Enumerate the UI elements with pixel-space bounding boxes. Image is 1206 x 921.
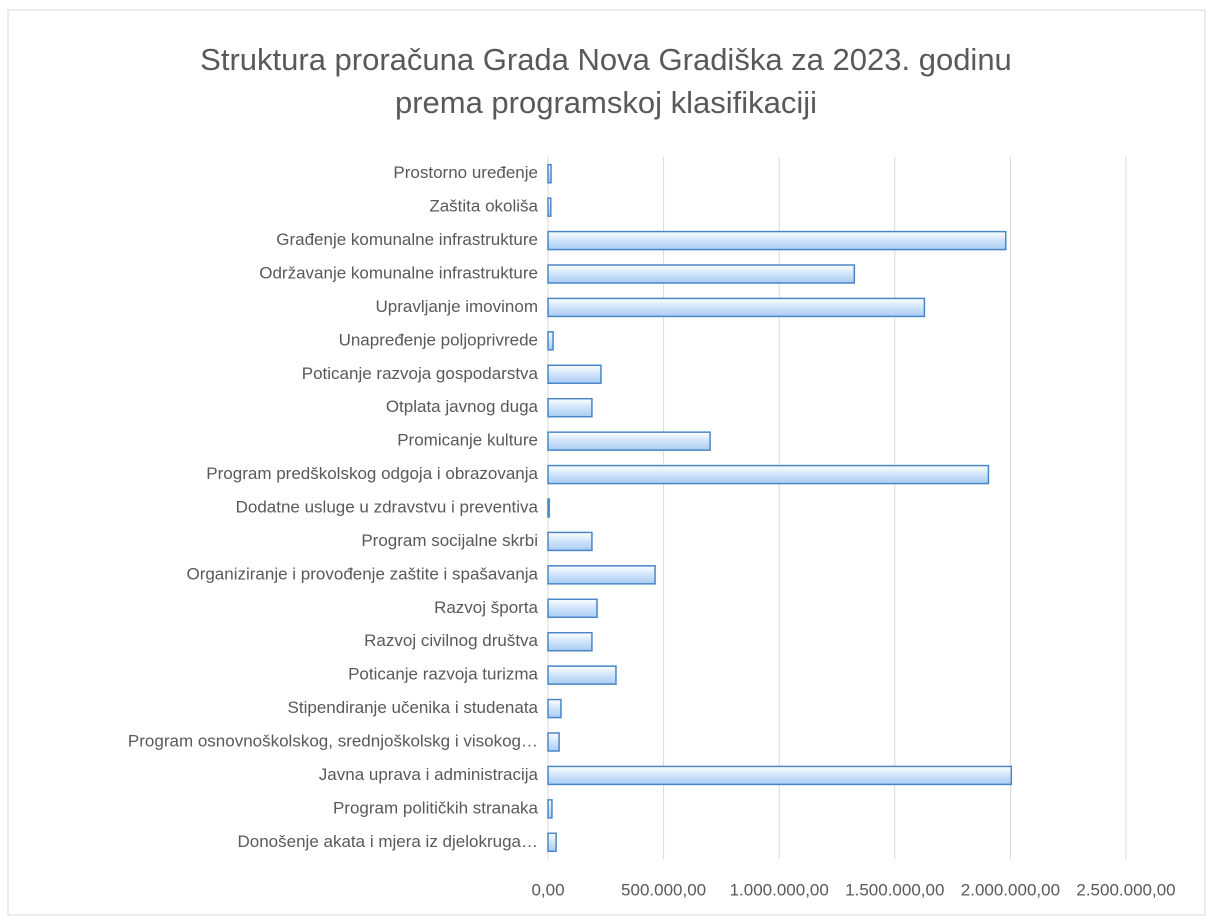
y-tick-label: Donošenje akata i mjera iz djelokruga… — [238, 832, 539, 851]
y-tick-label: Održavanje komunalne infrastrukture — [259, 263, 538, 282]
bar — [547, 631, 593, 652]
chart-title: prema programskoj klasifikaciji — [395, 85, 817, 120]
bar — [547, 197, 552, 217]
x-tick-label: 2.500.000,00 — [1076, 880, 1175, 899]
bar — [547, 765, 1013, 786]
chart-title: Struktura proračuna Grada Nova Gradiška … — [200, 42, 1012, 77]
bar — [547, 498, 550, 518]
bar — [547, 230, 1007, 251]
y-tick-label: Program političkih stranaka — [333, 798, 539, 817]
y-tick-label: Otplata javnog duga — [386, 397, 539, 416]
bar — [547, 832, 557, 853]
y-tick-label: Razvoj civilnog društva — [364, 631, 538, 650]
x-tick-label: 1.500.000,00 — [845, 880, 944, 899]
bar — [547, 565, 656, 585]
bar — [547, 264, 856, 284]
y-tick-label: Organiziranje i provođenje zaštite i spa… — [186, 564, 538, 583]
y-tick-label: Dodatne usluge u zdravstvu i preventiva — [236, 497, 539, 516]
bar — [547, 397, 593, 418]
x-tick-label: 2.000.000,00 — [961, 880, 1060, 899]
x-tick-label: 1.000.000,00 — [730, 880, 829, 899]
chart-border — [7, 9, 1206, 916]
y-tick-label: Poticanje razvoja turizma — [348, 665, 538, 684]
bar — [547, 698, 562, 719]
y-tick-label: Program socijalne skrbi — [361, 531, 538, 550]
y-tick-label: Poticanje razvoja gospodarstva — [302, 364, 539, 383]
y-tick-label: Promicanje kulture — [397, 431, 538, 450]
y-tick-label: Prostorno uređenje — [393, 163, 538, 182]
x-tick-label: 500.000,00 — [621, 880, 706, 899]
bar — [547, 665, 617, 685]
bar — [547, 598, 598, 619]
y-tick-label: Program predškolskog odgoja i obrazovanj… — [206, 464, 538, 483]
x-tick-label: 0,00 — [531, 880, 564, 899]
y-tick-label: Zaštita okoliša — [429, 197, 538, 216]
bar — [547, 431, 711, 451]
y-tick-label: Građenje komunalne infrastrukture — [276, 230, 538, 249]
y-tick-label: Unapređenje poljoprivrede — [339, 330, 538, 349]
bar — [547, 531, 593, 552]
bar — [547, 163, 552, 184]
y-tick-label: Program osnovnoškolskog, srednjoškolskg … — [128, 731, 538, 750]
bar — [547, 732, 560, 752]
bar — [547, 464, 990, 485]
bar — [547, 297, 926, 318]
bar — [547, 799, 553, 819]
y-tick-label: Razvoj športa — [434, 598, 538, 617]
y-tick-label: Javna uprava i administracija — [319, 765, 539, 784]
bar — [547, 331, 554, 351]
y-tick-label: Stipendiranje učenika i studenata — [288, 698, 539, 717]
y-tick-label: Upravljanje imovinom — [375, 297, 538, 316]
bar — [547, 364, 602, 385]
